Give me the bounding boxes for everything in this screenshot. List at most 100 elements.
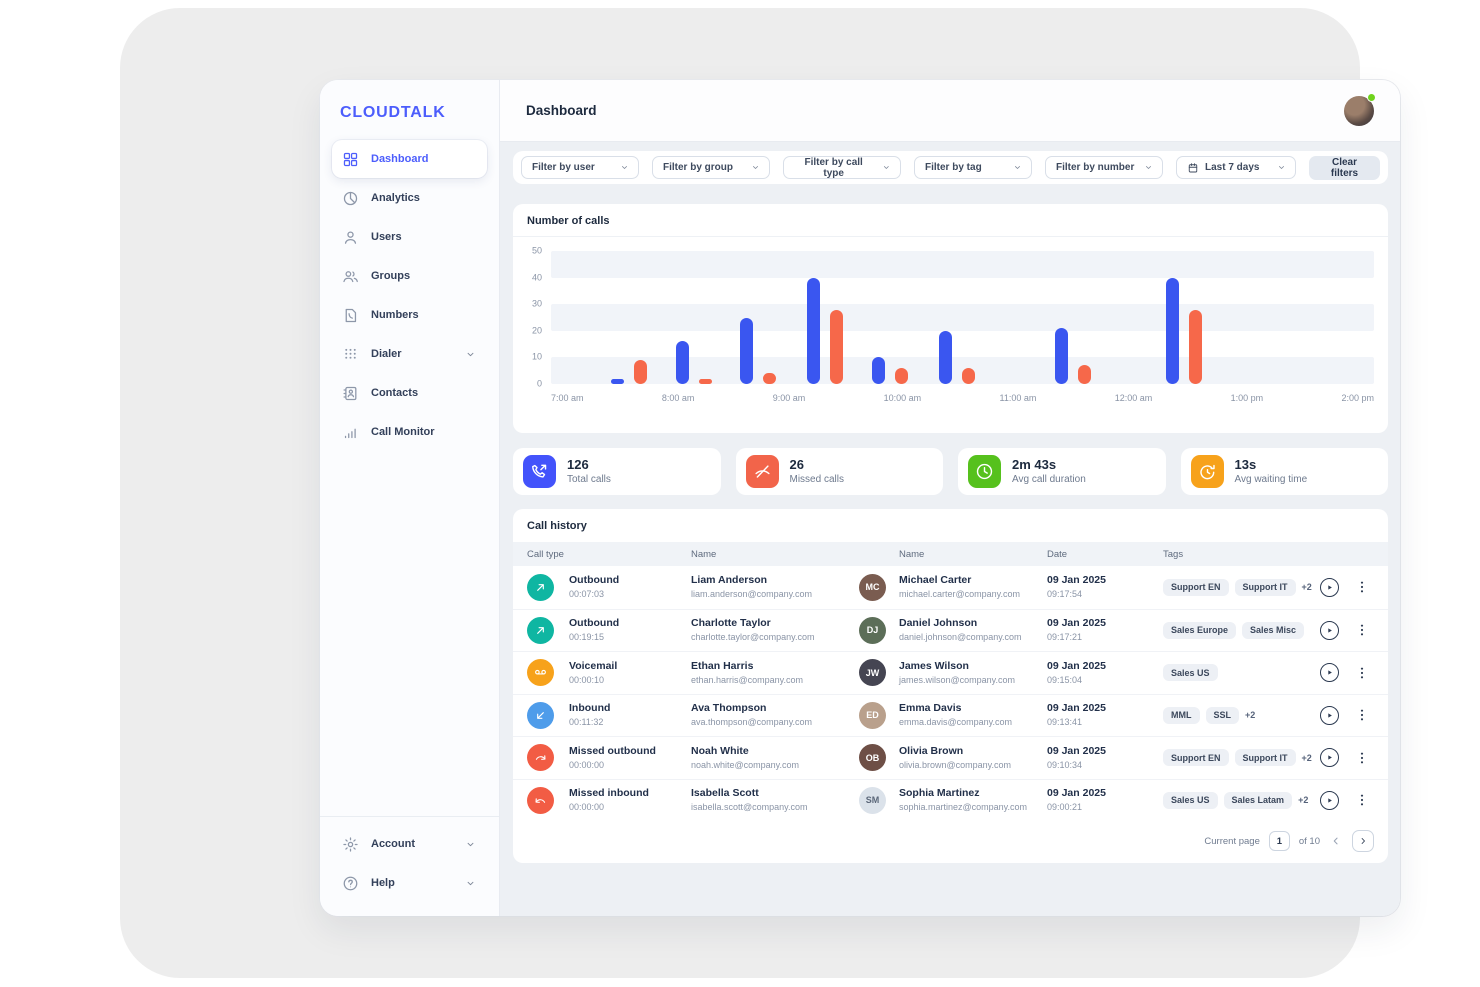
contact-name: Olivia Brown: [899, 744, 964, 757]
play-recording-button[interactable]: [1320, 620, 1339, 640]
contact-avatar: OB: [859, 744, 886, 772]
column-header: Tags: [1163, 548, 1184, 560]
filters-bar: Filter by user Filter by group Filter by…: [513, 151, 1388, 184]
sidebar-item-label: Groups: [371, 270, 411, 282]
row-menu-button[interactable]: [1354, 790, 1370, 810]
agent-email: ethan.harris@company.com: [691, 674, 804, 685]
chevron-down-icon: [464, 348, 477, 361]
filter-dropdown-label: Filter by user: [532, 162, 595, 173]
filter-dropdown-filter-by-call-type[interactable]: Filter by call type: [783, 156, 901, 179]
play-recording-button[interactable]: [1320, 577, 1339, 597]
tag-pill: Sales Latam: [1223, 791, 1293, 809]
call-duration: 00:00:00: [569, 759, 605, 770]
bar-blue: [740, 317, 754, 384]
play-recording-button[interactable]: [1320, 663, 1339, 683]
bars-icon: [342, 424, 359, 441]
filter-dropdown-filter-by-tag[interactable]: Filter by tag: [914, 156, 1032, 179]
contact-name: Daniel Johnson: [899, 617, 978, 630]
extra-tags-count: +2: [1301, 582, 1312, 593]
sidebar-footer: Account Help: [320, 816, 499, 916]
sidebar-item-label: Dashboard: [371, 153, 429, 165]
tag-pill: SSL: [1205, 706, 1240, 724]
table-row[interactable]: Voicemail 00:00:10 Ethan Harris ethan.ha…: [513, 651, 1388, 694]
y-tick-label: 50: [531, 245, 542, 256]
sidebar-item-account[interactable]: Account: [332, 825, 487, 863]
phone-outgoing-icon: [523, 455, 556, 488]
filter-dropdown-filter-by-group[interactable]: Filter by group: [652, 156, 770, 179]
extra-tags-count: +2: [1301, 752, 1312, 763]
x-tick-label: 9:00 am: [772, 393, 806, 403]
clock-icon: [968, 455, 1001, 488]
column-header: Date: [1047, 548, 1068, 560]
sidebar-item-dialer[interactable]: Dialer: [332, 335, 487, 373]
app-window: CLOUDTALK Dashboard Analytics Users Grou…: [320, 80, 1400, 916]
table-row[interactable]: Missed inbound 00:00:00 Isabella Scott i…: [513, 778, 1388, 822]
tag-pill: Sales US: [1163, 664, 1218, 682]
sidebar-item-users[interactable]: Users: [332, 218, 487, 256]
chevron-down-icon: [619, 162, 630, 173]
table-row[interactable]: Outbound 00:07:03 Liam Anderson liam.and…: [513, 566, 1388, 609]
call-type: Outbound: [569, 574, 620, 587]
sidebar-item-call-monitor[interactable]: Call Monitor: [332, 413, 487, 451]
tag-pill: Sales US: [1163, 791, 1218, 809]
row-menu-button[interactable]: [1354, 577, 1370, 597]
sidebar-item-label: Call Monitor: [371, 426, 435, 438]
user-avatar[interactable]: [1344, 92, 1376, 126]
filter-dropdown-label: Filter by tag: [925, 162, 982, 173]
tags-cell: MML SSL +2: [1163, 706, 1320, 724]
row-menu-button[interactable]: [1354, 705, 1370, 725]
voicemail-icon: [527, 659, 554, 687]
chevron-down-icon: [464, 838, 477, 851]
table-row[interactable]: Inbound 00:11:32 Ava Thompson ava.thomps…: [513, 693, 1388, 737]
table-row[interactable]: Outbound 00:19:15 Charlotte Taylor charl…: [513, 608, 1388, 652]
prev-page-button[interactable]: [1329, 834, 1343, 848]
date-range-filter[interactable]: Last 7 days: [1176, 156, 1296, 179]
table-row[interactable]: Missed outbound 00:00:00 Noah White noah…: [513, 736, 1388, 779]
pagination-label: Current page: [1204, 835, 1260, 847]
call-type: Voicemail: [569, 659, 618, 672]
filter-dropdown-filter-by-number[interactable]: Filter by number: [1045, 156, 1163, 179]
current-page-box[interactable]: 1: [1268, 831, 1290, 851]
bar-blue: [1165, 277, 1179, 384]
tag-pill: MML: [1163, 706, 1200, 724]
users-icon: [342, 268, 359, 285]
sidebar-item-dashboard[interactable]: Dashboard: [332, 140, 487, 178]
row-menu-button[interactable]: [1354, 663, 1370, 683]
agent-name: Isabella Scott: [691, 787, 759, 800]
main-header: Dashboard: [500, 80, 1400, 142]
sidebar-item-groups[interactable]: Groups: [332, 257, 487, 295]
play-recording-button[interactable]: [1320, 705, 1339, 725]
contact-avatar: DJ: [859, 616, 886, 644]
row-menu-button[interactable]: [1354, 620, 1370, 640]
sidebar-item-label: Help: [371, 877, 395, 889]
bar-blue: [1055, 328, 1069, 384]
call-type: Missed outbound: [569, 744, 656, 757]
tag-pill: Support IT: [1234, 578, 1296, 596]
sidebar-item-analytics[interactable]: Analytics: [332, 179, 487, 217]
y-tick-label: 40: [531, 272, 542, 283]
bar-orange: [1078, 365, 1092, 384]
row-menu-button[interactable]: [1354, 748, 1370, 768]
sidebar-item-help[interactable]: Help: [332, 864, 487, 902]
sidebar-item-label: Account: [371, 838, 415, 850]
agent-name: Ethan Harris: [691, 659, 754, 672]
contact-email: sophia.martinez@company.com: [899, 802, 1028, 813]
play-recording-button[interactable]: [1320, 790, 1339, 810]
filter-dropdown-filter-by-user[interactable]: Filter by user: [521, 156, 639, 179]
tags-cell: Support EN Support IT +2: [1163, 749, 1320, 767]
agent-name: Noah White: [691, 744, 749, 757]
call-time: 09:00:21: [1047, 802, 1083, 813]
pagination: Current page 1 of 10: [513, 821, 1388, 863]
next-page-button[interactable]: [1352, 830, 1374, 852]
sidebar-item-contacts[interactable]: Contacts: [332, 374, 487, 412]
table-header: Call type Name Name Date Tags: [513, 542, 1388, 566]
clear-filters-button[interactable]: Clear filters: [1309, 155, 1380, 180]
call-duration: 00:00:10: [569, 674, 605, 685]
play-recording-button[interactable]: [1320, 748, 1339, 768]
stat-label: Missed calls: [789, 473, 844, 485]
contact-name: Emma Davis: [899, 702, 962, 715]
call-date: 09 Jan 2025: [1047, 574, 1106, 587]
sidebar-item-numbers[interactable]: Numbers: [332, 296, 487, 334]
tags-cell: Sales US: [1163, 664, 1320, 682]
